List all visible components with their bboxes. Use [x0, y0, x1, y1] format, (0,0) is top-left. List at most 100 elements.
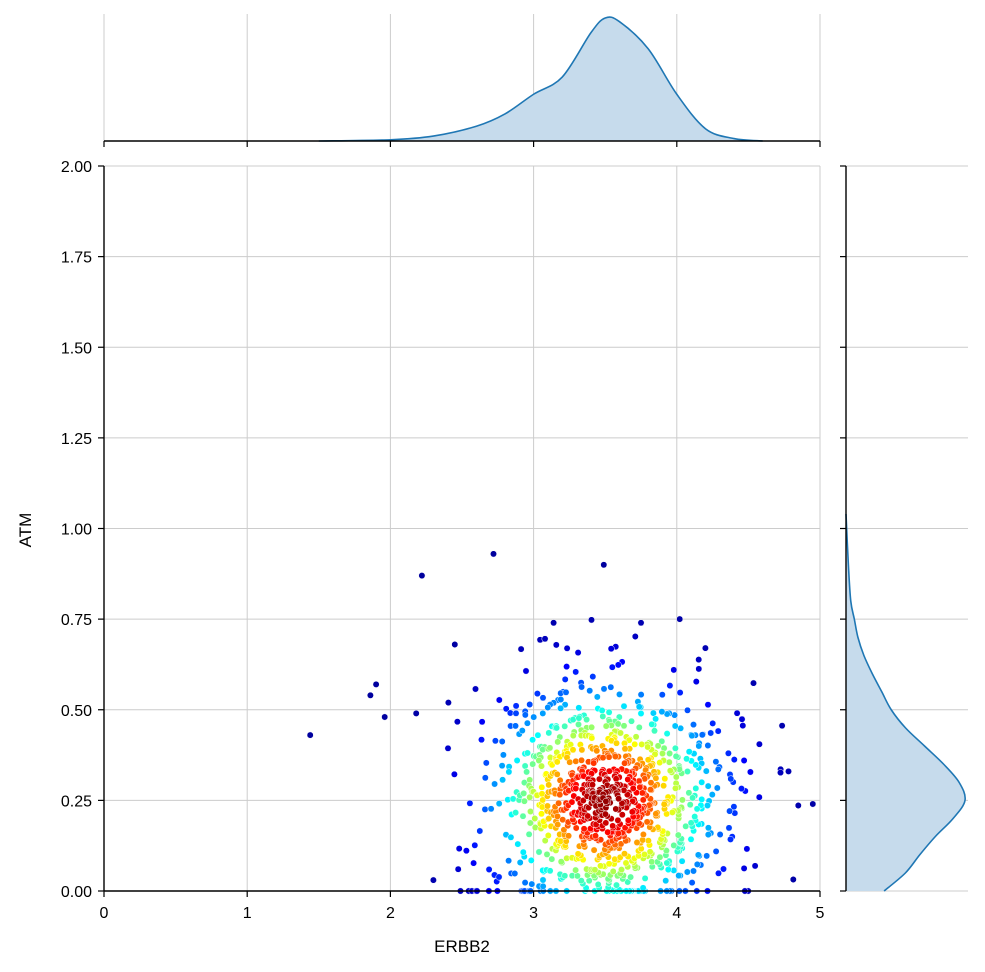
scatter-point [535, 757, 543, 764]
scatter-point [689, 794, 697, 802]
scatter-point [481, 774, 489, 782]
scatter-point [755, 740, 763, 748]
scatter-point [751, 862, 759, 870]
scatter-point [644, 756, 652, 764]
scatter-point [725, 824, 733, 832]
scatter-point [482, 759, 490, 767]
scatter-point [646, 848, 654, 856]
scatter-point [726, 807, 734, 815]
scatter-point [622, 859, 630, 867]
scatter-point [539, 709, 547, 717]
scatter-point [683, 868, 691, 876]
scatter-point [777, 769, 784, 777]
scatter-point [578, 756, 585, 764]
scatter-point [516, 859, 524, 866]
scatter-point [739, 722, 747, 730]
scatter-point [618, 799, 626, 807]
scatter-point [511, 870, 519, 877]
scatter-point [605, 753, 613, 761]
scatter-point [618, 811, 626, 819]
scatter-point [611, 753, 619, 760]
scatter-point [658, 708, 666, 716]
scatter-point [652, 774, 660, 782]
y-tick-label: 0.25 [61, 793, 92, 810]
y-tick-label: 1.50 [61, 340, 92, 357]
scatter-point [495, 873, 503, 881]
scatter-point [671, 744, 679, 752]
scatter-point [637, 691, 645, 699]
y-kde-line [845, 513, 966, 892]
scatter-point [506, 709, 514, 717]
scatter-point [539, 876, 547, 884]
x-tick-label: 1 [243, 905, 252, 922]
scatter-point [785, 767, 792, 775]
scatter-point [733, 709, 741, 717]
scatter-point [693, 805, 701, 813]
scatter-point [499, 776, 507, 784]
scatter-point [648, 720, 656, 728]
scatter-point [476, 827, 484, 835]
scatter-point [557, 704, 565, 712]
scatter-point [529, 736, 537, 744]
scatter-point [593, 693, 601, 701]
scatter-point [505, 857, 513, 865]
scatter-point [514, 840, 522, 848]
scatter-point [690, 867, 697, 875]
scatter-point [698, 731, 706, 739]
scatter-point [491, 780, 499, 788]
scatter-point [691, 813, 699, 821]
scatter-point [513, 757, 521, 764]
scatter-point [620, 702, 628, 710]
scatter-point [534, 731, 542, 739]
scatter-point [543, 850, 551, 858]
scatter-point [588, 616, 595, 624]
scatter-point [451, 641, 459, 648]
scatter-point [478, 718, 486, 726]
scatter-point [695, 656, 703, 664]
scatter-point [466, 799, 474, 807]
scatter-point [455, 845, 463, 853]
scatter-point [628, 808, 636, 816]
scatter-point [553, 770, 561, 778]
scatter-point [666, 767, 674, 775]
scatter-point [554, 812, 561, 820]
scatter-point [585, 877, 593, 885]
scatter-point [538, 810, 545, 818]
scatter-point [656, 759, 664, 767]
x-tick-label: 0 [100, 905, 109, 922]
scatter-point [624, 816, 632, 824]
scatter-point [647, 779, 655, 787]
scatter-point [607, 683, 615, 691]
scatter-point [485, 866, 493, 873]
scatter-point [454, 865, 462, 873]
scatter-point [727, 835, 734, 843]
scatter-point [586, 687, 594, 695]
scatter-point [584, 812, 592, 820]
scatter-point [692, 784, 700, 792]
scatter-point [636, 783, 644, 791]
scatter-point [676, 615, 684, 623]
scatter-point [639, 796, 647, 804]
scatter-point [688, 879, 696, 887]
scatter-point [590, 759, 598, 767]
scatter-point [499, 751, 507, 759]
scatter-point [544, 802, 551, 810]
scatter-point [412, 709, 420, 717]
scatter-point [687, 819, 695, 827]
scatter-point [526, 776, 534, 784]
scatter-point [572, 824, 580, 832]
scatter-point [598, 707, 606, 714]
scatter-point [618, 866, 625, 874]
scatter-point [613, 881, 620, 889]
scatter-point [613, 739, 620, 747]
scatter-point [648, 858, 656, 866]
scatter-point [572, 866, 580, 874]
scatter-point [589, 781, 596, 789]
scatter-point [544, 832, 552, 839]
scatter-point [708, 791, 716, 799]
scatter-point [539, 882, 547, 890]
scatter-point [789, 876, 797, 883]
scatter-point [605, 708, 613, 716]
scatter-point [575, 721, 582, 728]
